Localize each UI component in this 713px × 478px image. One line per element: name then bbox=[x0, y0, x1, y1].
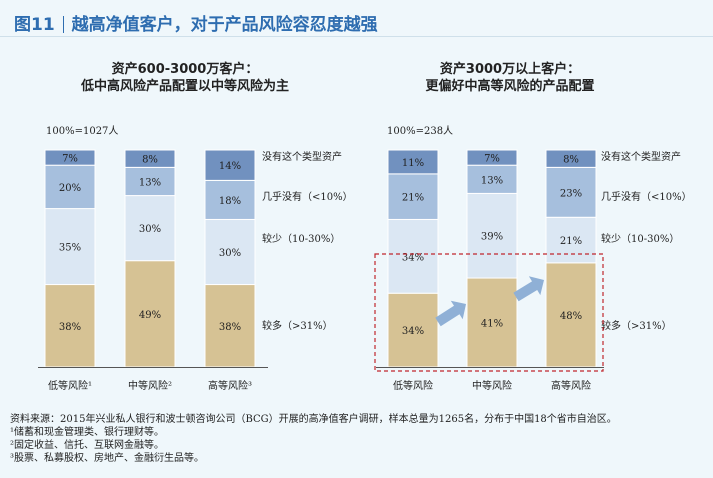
legend-label-2-1: 较多（>31%） bbox=[601, 319, 672, 332]
legend-label-1-1: 较多（>31%） bbox=[262, 319, 333, 332]
data-label-2-3-1: 48% bbox=[560, 311, 582, 322]
footnotes: 资料来源：2015年兴业私人银行和波士顿咨询公司（BCG）开展的高净值客户调研，… bbox=[10, 413, 710, 465]
bar-segment-1-1-2 bbox=[44, 208, 96, 286]
footnote-3: ³股票、私募股权、房地产、金融衍生品等。 bbox=[10, 453, 205, 464]
data-label-1-3-2: 30% bbox=[219, 248, 241, 259]
legend-label-1-2: 较少（10-30%） bbox=[262, 232, 340, 245]
data-label-2-2-3: 13% bbox=[481, 175, 503, 186]
data-label-1-2-1: 49% bbox=[139, 310, 161, 321]
bar-segment-1-1-1 bbox=[44, 284, 96, 368]
bar-segment-2-1-3 bbox=[387, 173, 439, 220]
bar-segment-2-1-2 bbox=[387, 218, 439, 294]
data-label-2-1-4: 11% bbox=[402, 158, 424, 169]
bar-segment-2-2-2 bbox=[466, 192, 518, 279]
category-label-1-3: 高等风险³ bbox=[208, 379, 252, 392]
bar-segment-1-3-3 bbox=[204, 179, 256, 220]
bar-segment-2-3-1 bbox=[545, 262, 597, 368]
data-label-2-1-2: 34% bbox=[402, 252, 424, 263]
bar-segment-1-2-2 bbox=[124, 195, 176, 262]
bar-segment-1-1-4 bbox=[44, 149, 96, 166]
data-label-1-1-2: 35% bbox=[59, 243, 81, 254]
legend-label-2-3: 几乎没有（<10%） bbox=[601, 190, 692, 203]
data-label-2-3-4: 8% bbox=[563, 155, 579, 166]
data-label-1-3-1: 38% bbox=[219, 322, 241, 333]
chart-1-total-note: 100%=1027人 bbox=[46, 125, 118, 137]
data-label-2-2-4: 7% bbox=[484, 154, 500, 165]
data-label-1-2-2: 30% bbox=[139, 224, 161, 235]
legend-label-2-2: 较少（10-30%） bbox=[601, 232, 679, 245]
bar-segment-1-3-2 bbox=[204, 218, 256, 286]
category-label-2-1: 低等风险 bbox=[393, 379, 433, 392]
data-label-2-1-1: 34% bbox=[402, 326, 424, 337]
category-label-2-3: 高等风险 bbox=[551, 379, 591, 392]
bar-segment-1-2-3 bbox=[124, 166, 176, 197]
bar-segment-2-1-4 bbox=[387, 149, 439, 175]
bar-segment-2-2-4 bbox=[466, 149, 518, 166]
figure-title-text: 越高净值客户，对于产品风险容忍度越强 bbox=[71, 15, 378, 35]
legend-label-2-4: 没有这个类型资产 bbox=[601, 150, 681, 163]
title-separator bbox=[62, 16, 64, 33]
chart-2-total-note: 100%=238人 bbox=[387, 125, 453, 137]
chart-2-title-line-1: 资产3000万以上客户： bbox=[439, 62, 581, 77]
footnote-2: ²固定收益、信托、互联网金融等。 bbox=[10, 440, 165, 451]
chart-1-title-line-2: 低中高风险产品配置以中等风险为主 bbox=[80, 79, 289, 94]
data-label-1-2-3: 13% bbox=[139, 177, 161, 188]
data-label-1-3-3: 18% bbox=[219, 196, 241, 207]
category-label-1-2: 中等风险² bbox=[128, 379, 172, 392]
bar-segment-2-2-1 bbox=[466, 277, 518, 368]
legend-label-1-3: 几乎没有（<10%） bbox=[262, 190, 353, 203]
trend-arrow-1 bbox=[435, 300, 466, 327]
footnote-1: ¹储蓄和现金管理类、银行理财等。 bbox=[10, 427, 165, 438]
bar-segment-2-3-4 bbox=[545, 149, 597, 168]
data-label-2-3-2: 21% bbox=[560, 236, 582, 247]
footnote-source: 资料来源：2015年兴业私人银行和波士顿咨询公司（BCG）开展的高净值客户调研，… bbox=[10, 414, 617, 425]
highlight-box bbox=[374, 253, 604, 372]
category-label-2-2: 中等风险 bbox=[472, 379, 512, 392]
trend-arrow-2 bbox=[513, 276, 544, 302]
figure-number: 图11 bbox=[14, 15, 55, 35]
title-divider bbox=[0, 36, 713, 37]
chart-2-title-line-2: 更偏好中高等风险的产品配置 bbox=[425, 79, 595, 94]
bar-segment-2-3-3 bbox=[545, 166, 597, 218]
data-label-1-2-4: 8% bbox=[142, 155, 158, 166]
stacked-bar-charts: 100%=1027人 38% 35% 20% 7% 低等风险¹ 49% 30% 13% 8% 中等风… bbox=[38, 125, 692, 392]
legend-label-1-4: 没有这个类型资产 bbox=[262, 150, 342, 163]
bar-segment-1-1-3 bbox=[44, 164, 96, 210]
data-label-1-1-4: 7% bbox=[62, 154, 78, 165]
bar-segment-1-2-4 bbox=[124, 149, 176, 168]
data-label-2-1-3: 21% bbox=[402, 193, 424, 204]
data-label-1-1-3: 20% bbox=[59, 183, 81, 194]
chart-2-title: 资产3000万以上客户： 更偏好中高等风险的产品配置 bbox=[390, 61, 630, 95]
data-label-2-2-1: 41% bbox=[481, 319, 503, 330]
data-label-1-1-1: 38% bbox=[59, 322, 81, 333]
data-label-1-3-4: 14% bbox=[219, 161, 241, 172]
data-label-2-3-3: 23% bbox=[560, 188, 582, 199]
figure-title: 图11 越高净值客户，对于产品风险容忍度越强 bbox=[14, 10, 378, 35]
category-label-1-1: 低等风险¹ bbox=[48, 379, 92, 392]
chart-1-title-line-1: 资产600-3000万客户： bbox=[111, 62, 259, 77]
data-label-2-2-2: 39% bbox=[481, 232, 503, 243]
bar-segment-1-3-4 bbox=[204, 149, 256, 181]
chart-1-title: 资产600-3000万客户： 低中高风险产品配置以中等风险为主 bbox=[60, 61, 310, 95]
